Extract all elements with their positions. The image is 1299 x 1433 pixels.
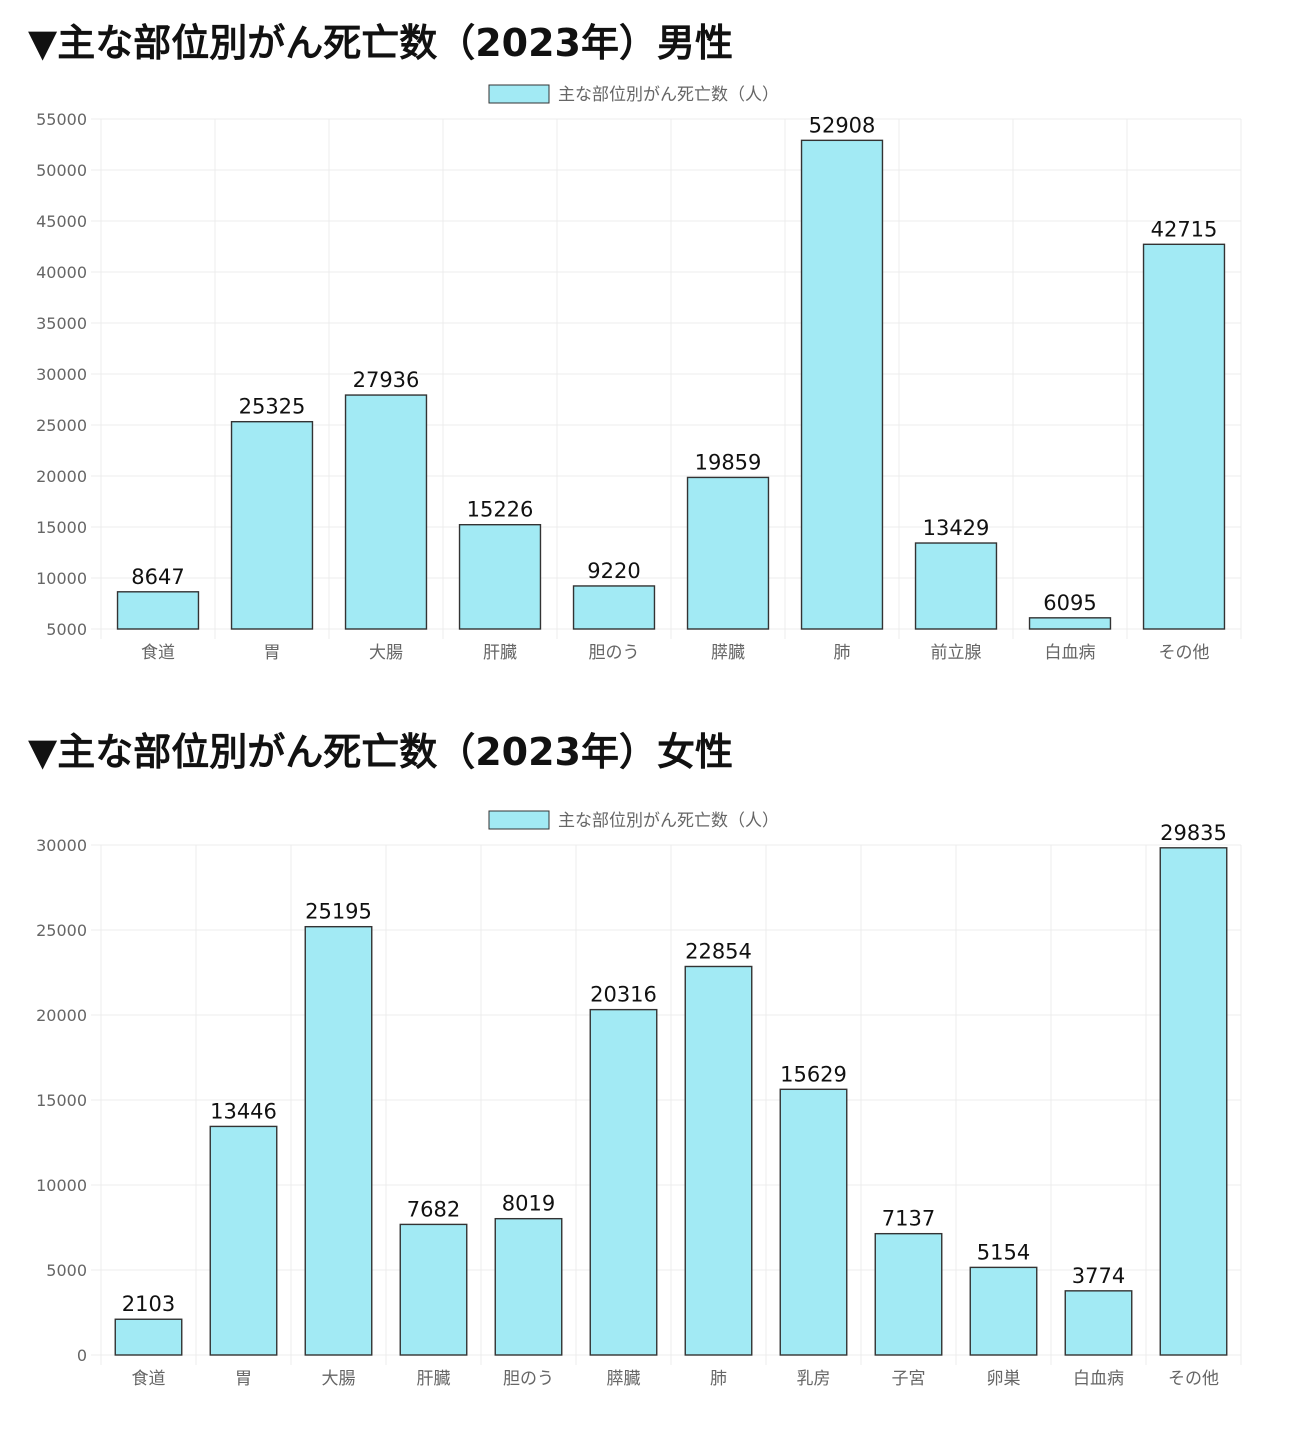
x-tick-label: 白血病 (1045, 643, 1096, 663)
x-tick-label: 胃 (264, 643, 281, 663)
x-tick-label: 肝臓 (483, 643, 517, 663)
bar (1142, 243, 1226, 630)
data-label: 7682 (407, 1197, 460, 1221)
data-label: 6095 (1043, 591, 1096, 615)
bar (572, 585, 656, 630)
legend: 主な部位別がん死亡数（人） (488, 810, 779, 831)
bar (304, 925, 373, 1356)
data-label: 27936 (353, 368, 420, 392)
x-tick-label: 肝臓 (417, 1369, 451, 1389)
x-tick-label: 白血病 (1073, 1369, 1124, 1389)
bar (230, 420, 314, 630)
bar (114, 1318, 183, 1356)
data-label: 42715 (1151, 217, 1218, 241)
y-tick-label: 15000 (36, 1091, 87, 1110)
bar (209, 1125, 278, 1356)
data-label: 15629 (780, 1062, 847, 1086)
x-tick-label: 食道 (132, 1369, 166, 1389)
x-tick-label: 食道 (141, 643, 175, 663)
bar (1064, 1290, 1133, 1356)
x-tick-label: 卵巣 (987, 1369, 1021, 1389)
data-label: 8647 (131, 565, 184, 589)
x-tick-label: その他 (1159, 643, 1210, 663)
data-label: 19859 (695, 450, 762, 474)
y-tick-label: 0 (77, 1346, 87, 1365)
bar (969, 1266, 1038, 1356)
y-tick-label: 45000 (36, 212, 87, 231)
legend-label: 主な部位別がん死亡数（人） (558, 85, 779, 105)
bar (684, 965, 753, 1356)
y-tick-label: 55000 (36, 110, 87, 129)
data-label: 22854 (685, 939, 752, 963)
x-tick-label: その他 (1168, 1369, 1219, 1389)
data-label: 25325 (239, 395, 306, 419)
bar (800, 139, 884, 630)
y-tick-label: 25000 (36, 921, 87, 940)
x-tick-label: 膵臓 (607, 1369, 641, 1389)
x-tick-label: 肺 (834, 643, 851, 663)
data-label: 52908 (809, 113, 876, 137)
data-label: 3774 (1072, 1264, 1125, 1288)
data-label: 7137 (882, 1207, 935, 1231)
y-tick-label: 10000 (36, 1176, 87, 1195)
bar (914, 542, 998, 630)
data-label: 29835 (1160, 821, 1227, 845)
data-label: 13429 (923, 516, 990, 540)
x-tick-label: 膵臓 (711, 643, 745, 663)
bar (494, 1217, 563, 1356)
bar-chart-male: 主な部位別がん死亡数（人） 5000 10000 15000 20000 25000 300… (36, 84, 1242, 663)
bar (116, 591, 200, 630)
y-tick-label: 5000 (46, 1261, 87, 1280)
bar (1028, 617, 1112, 630)
data-label: 13446 (210, 1099, 277, 1123)
legend-label: 主な部位別がん死亡数（人） (558, 811, 779, 831)
y-tick-label: 30000 (36, 836, 87, 855)
bar (874, 1232, 943, 1356)
data-label: 9220 (587, 559, 640, 583)
data-label: 5154 (977, 1240, 1030, 1264)
x-tick-label: 大腸 (322, 1369, 356, 1389)
y-tick-label: 20000 (36, 467, 87, 486)
data-label: 2103 (122, 1292, 175, 1316)
legend: 主な部位別がん死亡数（人） (488, 84, 779, 105)
y-tick-label: 10000 (36, 569, 87, 588)
data-label: 25195 (305, 900, 372, 924)
x-tick-label: 乳房 (797, 1369, 831, 1389)
y-tick-label: 5000 (46, 620, 87, 639)
y-tick-label: 15000 (36, 518, 87, 537)
legend-swatch (488, 810, 550, 830)
bar (589, 1008, 658, 1356)
y-tick-label: 20000 (36, 1006, 87, 1025)
chart-title-female: ▼主な部位別がん死亡数（2023年）女性 (28, 730, 733, 774)
y-tick-label: 30000 (36, 365, 87, 384)
x-tick-label: 胆のう (503, 1369, 554, 1389)
x-tick-label: 大腸 (369, 643, 403, 663)
data-label: 15226 (467, 498, 534, 522)
bar (686, 476, 770, 630)
bar (399, 1223, 468, 1356)
y-tick-label: 50000 (36, 161, 87, 180)
y-tick-label: 35000 (36, 314, 87, 333)
bar (1159, 847, 1228, 1356)
data-label: 20316 (590, 983, 657, 1007)
bar (344, 394, 428, 630)
chart-title-male: ▼主な部位別がん死亡数（2023年）男性 (28, 21, 733, 65)
legend-swatch (488, 84, 550, 104)
data-label: 8019 (502, 1192, 555, 1216)
x-tick-label: 胃 (235, 1369, 252, 1389)
bar-chart-female: 主な部位別がん死亡数（人） 0 5000 10000 15000 20000 25000 30… (36, 810, 1242, 1389)
bar (458, 523, 542, 630)
y-tick-label: 25000 (36, 416, 87, 435)
bar (779, 1088, 848, 1356)
x-tick-label: 前立腺 (931, 643, 982, 663)
y-tick-label: 40000 (36, 263, 87, 282)
x-tick-label: 子宮 (892, 1369, 926, 1389)
x-tick-label: 胆のう (589, 643, 640, 663)
x-tick-label: 肺 (710, 1369, 727, 1389)
